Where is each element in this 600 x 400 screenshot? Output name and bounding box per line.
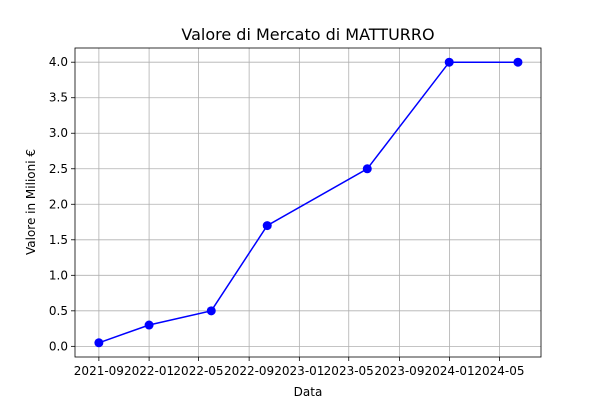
data-point (94, 338, 104, 348)
x-tick-label: 2021-09 (74, 364, 124, 378)
y-axis-label: Valore in Milioni € (24, 149, 38, 255)
y-tick-label: 2.5 (49, 162, 68, 176)
y-tick-label: 2.0 (49, 197, 68, 211)
x-axis-label: Data (294, 385, 323, 399)
y-tick-label: 1.0 (49, 268, 68, 282)
y-tick-label: 1.5 (49, 233, 68, 247)
x-tick-label: 2022-09 (224, 364, 274, 378)
x-tick-label: 2024-01 (425, 364, 475, 378)
x-tick-label: 2022-01 (124, 364, 174, 378)
data-point (362, 164, 372, 174)
x-tick-label: 2023-01 (274, 364, 324, 378)
x-tick-label: 2024-05 (474, 364, 524, 378)
y-tick-label: 3.5 (49, 91, 68, 105)
grid (75, 48, 541, 357)
plot-frame (74, 47, 542, 358)
x-tick-label: 2023-09 (374, 364, 424, 378)
data-point (444, 57, 454, 67)
chart-title: Valore di Mercato di MATTURRO (181, 25, 434, 44)
data-series (94, 57, 523, 348)
data-point (206, 306, 216, 316)
data-point (513, 57, 523, 67)
x-tick-label: 2023-05 (324, 364, 374, 378)
series-line (98, 61, 518, 344)
data-point (144, 320, 154, 330)
y-tick-label: 0.5 (49, 304, 68, 318)
y-tick-label: 3.0 (49, 126, 68, 140)
y-tick-label: 4.0 (49, 55, 68, 69)
x-tick-label: 2022-05 (173, 364, 223, 378)
y-tick-label: 0.0 (49, 339, 68, 353)
data-point (262, 221, 272, 231)
